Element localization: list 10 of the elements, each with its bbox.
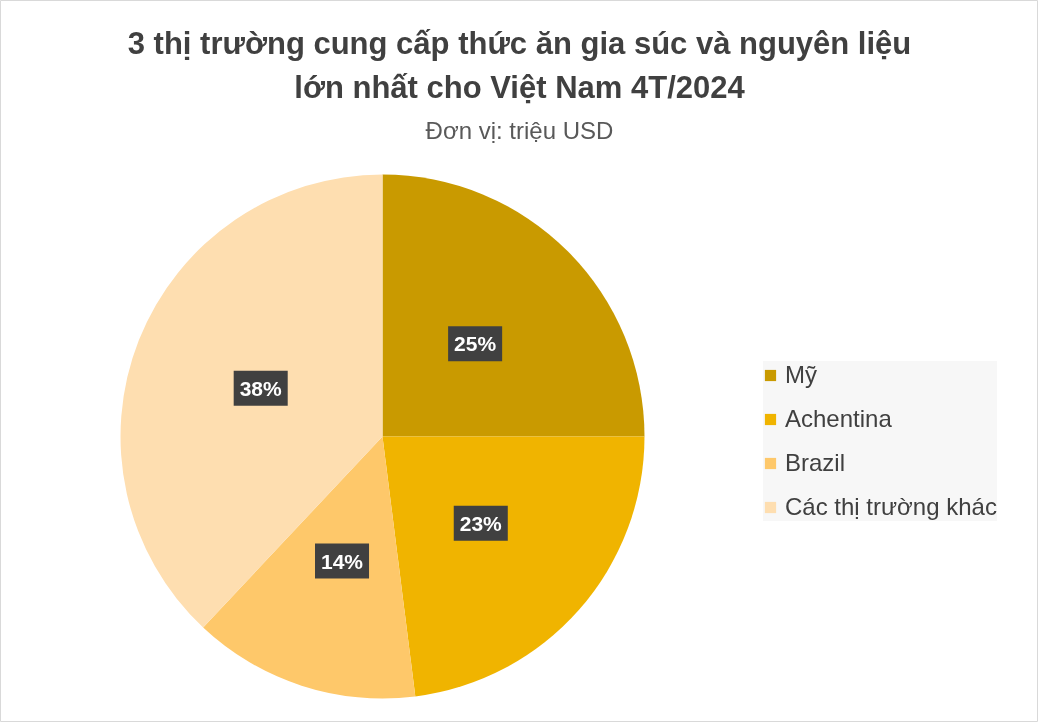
chart-title: 3 thị trường cung cấp thức ăn gia súc và nguyên liệu lớn nhất cho Việt Nam 4T/2024 [127, 26, 912, 105]
data-label: 25% [454, 332, 497, 356]
legend-label: Brazil [785, 449, 846, 477]
data-label: 23% [459, 511, 503, 535]
chart-subtitle: Đơn vị: triệu USD [425, 117, 614, 144]
data-label: 14% [321, 549, 364, 573]
data-label: 38% [239, 376, 283, 400]
legend-label: Các thị trường khác [785, 493, 997, 521]
legend-label: Achentina [785, 405, 892, 433]
legend-label: Mỹ [785, 361, 817, 389]
